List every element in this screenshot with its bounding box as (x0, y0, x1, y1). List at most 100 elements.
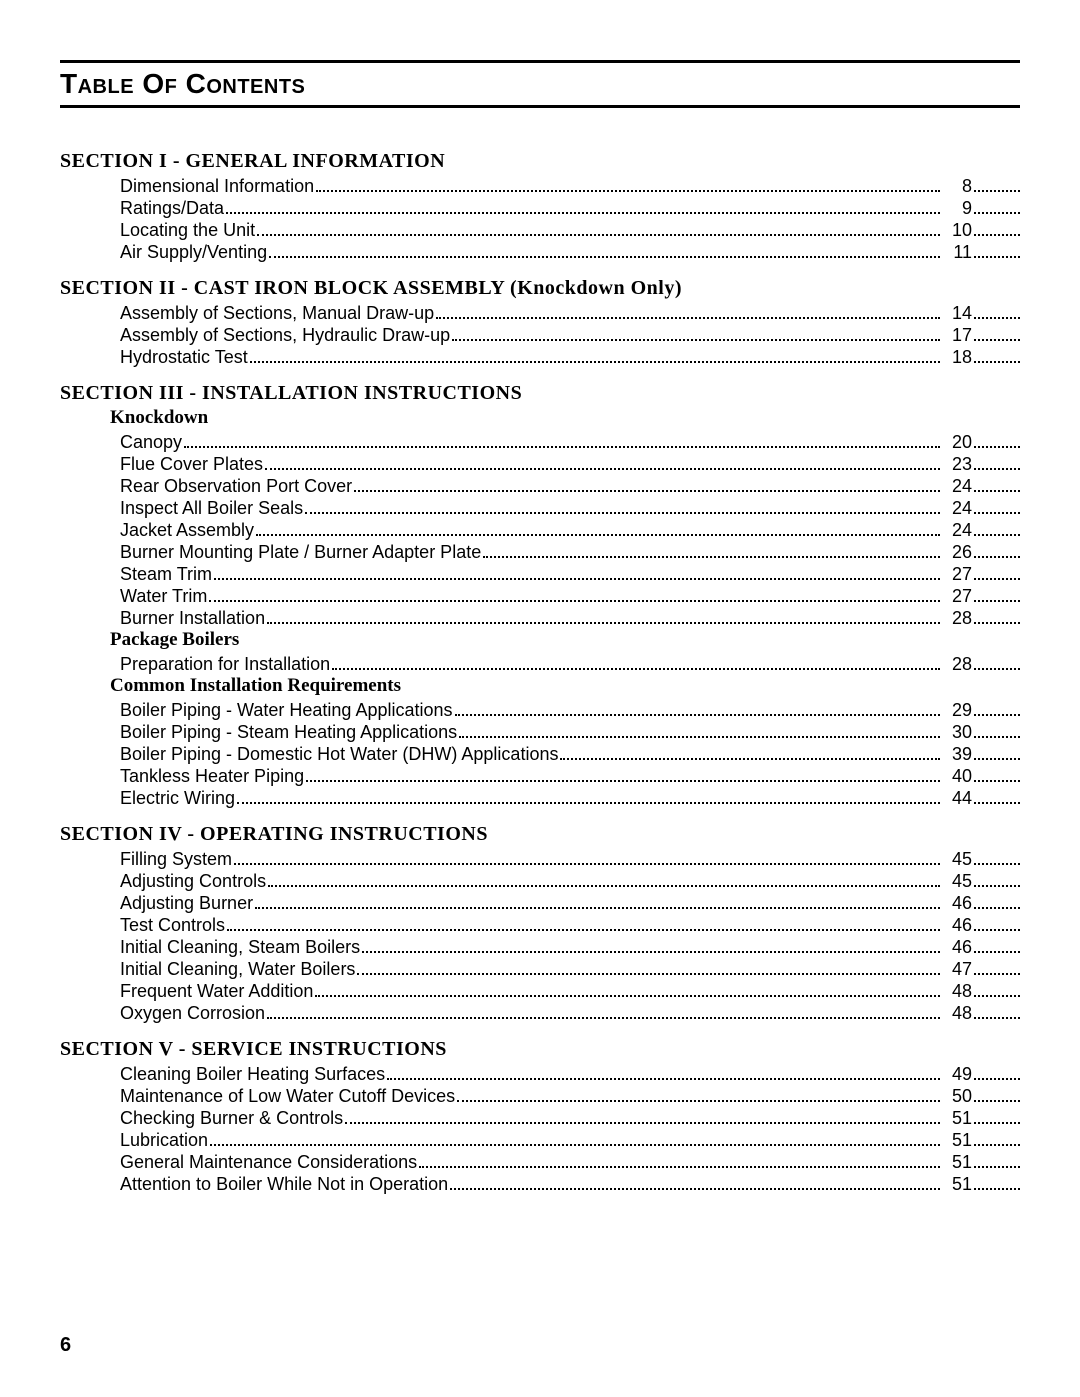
toc-entry-label: Inspect All Boiler Seals (120, 497, 303, 519)
section-heading: SECTION IV - OPERATING INSTRUCTIONS (60, 823, 1020, 846)
toc-trailing-dots (974, 951, 1020, 953)
toc-leader-dots (268, 884, 940, 887)
toc-trailing-dots (974, 578, 1020, 580)
toc-trailing-dots (974, 361, 1020, 363)
toc-entry-label: Tankless Heater Piping (120, 765, 304, 787)
toc-entry-page: 47 (942, 958, 972, 980)
toc-entry-label: Hydrostatic Test (120, 346, 248, 368)
toc-leader-dots (357, 972, 940, 975)
toc-entry-page: 40 (942, 765, 972, 787)
toc-leader-dots (459, 735, 940, 738)
toc-trailing-dots (974, 668, 1020, 670)
toc-entry-page: 24 (942, 497, 972, 519)
toc-entry-page: 11 (942, 241, 972, 263)
toc-entry: Air Supply/Venting 11 (120, 241, 1020, 263)
section-heading: SECTION I - GENERAL INFORMATION (60, 150, 1020, 173)
toc-trailing-dots (974, 907, 1020, 909)
toc-entry-label: Attention to Boiler While Not in Operati… (120, 1173, 448, 1195)
toc-trailing-dots (974, 780, 1020, 782)
toc-entry-label: Boiler Piping - Steam Heating Applicatio… (120, 721, 457, 743)
toc-trailing-dots (974, 885, 1020, 887)
toc-leader-dots (255, 906, 940, 909)
toc-entry-page: 24 (942, 475, 972, 497)
toc-entry-label: Jacket Assembly (120, 519, 254, 541)
toc-leader-dots (234, 862, 940, 865)
toc-entry: Oxygen Corrosion48 (120, 1002, 1020, 1024)
toc-leader-dots (457, 1099, 940, 1102)
toc-entry-label: Oxygen Corrosion (120, 1002, 265, 1024)
toc-entry-page: 45 (942, 848, 972, 870)
toc-entry-page: 29 (942, 699, 972, 721)
toc-trailing-dots (974, 1122, 1020, 1124)
toc-entry-label: Water Trim (120, 585, 207, 607)
toc-trailing-dots (974, 1100, 1020, 1102)
toc-entry-label: Steam Trim (120, 563, 212, 585)
toc-trailing-dots (974, 802, 1020, 804)
section-heading: SECTION III - INSTALLATION INSTRUCTIONS (60, 382, 1020, 405)
toc-entry: Maintenance of Low Water Cutoff Devices5… (120, 1085, 1020, 1107)
toc-entry: Initial Cleaning, Steam Boilers46 (120, 936, 1020, 958)
toc-trailing-dots (974, 190, 1020, 192)
toc-entry: Burner Installation28 (120, 607, 1020, 629)
section-subheading: Package Boilers (110, 629, 1020, 651)
toc-entry-page: 23 (942, 453, 972, 475)
toc-entry: Filling System 45 (120, 848, 1020, 870)
toc-entry-label: Filling System (120, 848, 232, 870)
toc-leader-dots (362, 950, 940, 953)
toc-entry-label: Test Controls (120, 914, 225, 936)
toc-trailing-dots (974, 490, 1020, 492)
toc-entry: Assembly of Sections, Manual Draw-up14 (120, 302, 1020, 324)
toc-entry: Canopy20 (120, 431, 1020, 453)
toc-entry-label: Adjusting Controls (120, 870, 266, 892)
toc-entry: Boiler Piping - Steam Heating Applicatio… (120, 721, 1020, 743)
toc-entry: Inspect All Boiler Seals 24 (120, 497, 1020, 519)
toc-entry-page: 51 (942, 1107, 972, 1129)
toc-trailing-dots (974, 736, 1020, 738)
toc-entry-label: Air Supply/Venting (120, 241, 267, 263)
toc-trailing-dots (974, 622, 1020, 624)
toc-trailing-dots (974, 995, 1020, 997)
toc-entry: Adjusting Controls 45 (120, 870, 1020, 892)
toc-entry-label: Checking Burner & Controls (120, 1107, 343, 1129)
toc-leader-dots (436, 316, 940, 319)
rule-top (60, 60, 1020, 63)
toc-leader-dots (387, 1077, 940, 1080)
toc-entry: Assembly of Sections, Hydraulic Draw-up1… (120, 324, 1020, 346)
toc-entry: Ratings/Data9 (120, 197, 1020, 219)
toc-leader-dots (257, 233, 940, 236)
toc-entry-label: Maintenance of Low Water Cutoff Devices (120, 1085, 455, 1107)
toc-entry-label: Adjusting Burner (120, 892, 253, 914)
toc-trailing-dots (974, 758, 1020, 760)
toc-entry-label: Dimensional Information (120, 175, 314, 197)
toc-entry: Hydrostatic Test18 (120, 346, 1020, 368)
toc-trailing-dots (974, 512, 1020, 514)
toc-entry-page: 27 (942, 563, 972, 585)
toc-entry-page: 20 (942, 431, 972, 453)
toc-entry-page: 51 (942, 1173, 972, 1195)
toc-leader-dots (332, 667, 940, 670)
toc-trailing-dots (974, 1144, 1020, 1146)
page-number: 6 (60, 1334, 71, 1357)
toc-entry-page: 27 (942, 585, 972, 607)
toc-entry-page: 48 (942, 980, 972, 1002)
toc-entry-page: 14 (942, 302, 972, 324)
toc-entry-label: Locating the Unit (120, 219, 255, 241)
toc-entry-page: 17 (942, 324, 972, 346)
toc-leader-dots (226, 211, 940, 214)
toc-entry-page: 30 (942, 721, 972, 743)
toc-trailing-dots (974, 1078, 1020, 1080)
toc-trailing-dots (974, 600, 1020, 602)
toc-entry-page: 49 (942, 1063, 972, 1085)
toc-leader-dots (237, 801, 940, 804)
toc-entry-label: Initial Cleaning, Steam Boilers (120, 936, 360, 958)
toc-entry-label: Lubrication (120, 1129, 208, 1151)
toc-trailing-dots (974, 1188, 1020, 1190)
toc-entry-page: 45 (942, 870, 972, 892)
toc-entry-page: 24 (942, 519, 972, 541)
toc-entry: Water Trim 27 (120, 585, 1020, 607)
toc-entry: Steam Trim 27 (120, 563, 1020, 585)
toc-entry-label: General Maintenance Considerations (120, 1151, 417, 1173)
toc-trailing-dots (974, 468, 1020, 470)
toc-leader-dots (452, 338, 940, 341)
toc-trailing-dots (974, 256, 1020, 258)
